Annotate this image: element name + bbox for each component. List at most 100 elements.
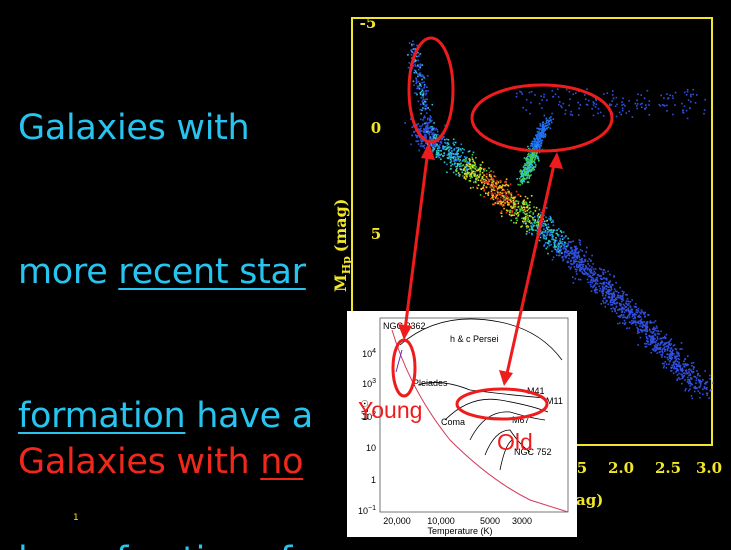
star [529,207,531,209]
star [634,102,637,105]
star [637,307,640,310]
star [523,199,525,201]
star [463,176,466,178]
tick-exponent: 2 [372,411,376,418]
star [657,330,660,332]
star [496,202,499,205]
star [516,209,518,211]
star [600,268,602,271]
star [533,137,536,140]
star [521,225,523,227]
star [617,295,620,297]
star [541,131,543,134]
star [547,119,549,122]
star [457,158,460,161]
star [610,304,612,306]
star [678,372,680,375]
star [415,77,417,79]
star [521,201,524,204]
star [685,369,688,371]
star [616,296,619,298]
star [530,195,533,197]
star [434,129,436,131]
star [697,390,700,392]
star [420,112,422,115]
star [675,363,677,365]
star [492,187,495,189]
star [551,112,553,115]
star [611,94,614,96]
star [697,373,699,375]
star [474,168,477,170]
star [435,135,438,137]
star [514,204,516,207]
star [522,174,525,177]
star [532,218,534,221]
star [552,238,555,241]
star [423,103,425,106]
star [637,320,640,323]
star [505,183,507,186]
cluster-label: M11 [546,396,563,406]
star [644,346,647,348]
star [629,305,631,307]
star [537,137,540,139]
star [677,357,679,360]
old-label: Old [497,429,533,455]
star [619,303,621,306]
star [580,261,583,264]
star [558,249,561,252]
star [481,176,484,178]
star [422,98,425,101]
star [541,122,544,124]
star [553,247,556,249]
star [432,126,434,129]
star [431,119,433,122]
star [535,148,538,151]
star [490,174,493,176]
star [590,278,593,281]
star [491,188,493,191]
star [656,347,659,349]
star [539,216,541,218]
star [444,124,446,127]
star [592,272,594,274]
star [672,97,674,100]
star [655,346,658,349]
star [528,164,531,166]
star [596,279,599,281]
star [588,258,591,260]
star [429,144,432,146]
star [548,117,551,119]
star [416,93,418,96]
star [469,160,471,163]
star [544,231,547,233]
star [481,161,484,164]
star [495,185,497,187]
star [610,104,613,106]
star [523,201,525,204]
star [436,150,438,152]
star [431,103,434,106]
star [494,175,497,178]
star [432,135,434,138]
star [527,153,529,156]
star [576,263,578,265]
star [426,123,429,125]
star [512,197,515,200]
star [646,326,649,328]
star [621,310,624,313]
star [629,311,631,313]
star [472,151,475,154]
star [640,106,643,108]
star [573,266,576,268]
star [440,158,442,161]
star [643,97,646,99]
star [455,159,458,162]
star [591,266,593,268]
star [435,153,438,156]
star [627,304,629,306]
star [577,266,580,269]
star [615,312,618,315]
